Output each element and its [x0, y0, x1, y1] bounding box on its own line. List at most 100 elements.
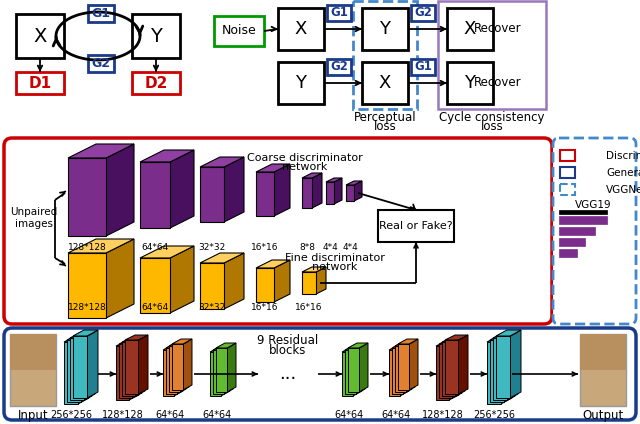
Polygon shape [87, 330, 98, 398]
Bar [278, 62, 324, 104]
Text: 64*64: 64*64 [202, 410, 232, 420]
Text: Fine discriminator: Fine discriminator [285, 253, 385, 263]
Polygon shape [68, 239, 134, 253]
Text: 16*16: 16*16 [252, 243, 279, 253]
Bar [132, 14, 180, 58]
Polygon shape [256, 164, 290, 172]
Text: X: X [295, 20, 307, 38]
Text: loss: loss [481, 120, 504, 134]
Polygon shape [346, 181, 362, 185]
Polygon shape [200, 167, 224, 222]
Polygon shape [326, 182, 334, 204]
Polygon shape [490, 334, 515, 340]
Bar [327, 59, 351, 75]
Polygon shape [122, 342, 135, 396]
Polygon shape [345, 350, 356, 394]
Polygon shape [169, 346, 180, 392]
Text: 4*4: 4*4 [322, 243, 338, 253]
Polygon shape [302, 272, 316, 294]
Text: 16*16: 16*16 [295, 304, 323, 312]
Polygon shape [346, 185, 354, 201]
Polygon shape [487, 336, 512, 342]
Text: G1: G1 [414, 61, 432, 73]
Text: Perceptual: Perceptual [354, 111, 416, 123]
Polygon shape [409, 339, 418, 390]
Polygon shape [166, 348, 177, 394]
Bar [559, 238, 585, 246]
Text: Output: Output [582, 408, 623, 421]
Polygon shape [436, 346, 449, 400]
Polygon shape [67, 334, 92, 340]
Bar [88, 55, 114, 72]
Polygon shape [302, 267, 326, 272]
Text: G1: G1 [92, 7, 111, 20]
Bar [447, 8, 493, 50]
Text: Recover: Recover [474, 22, 522, 36]
Bar [362, 8, 408, 50]
Bar [327, 5, 351, 21]
Text: 128*128: 128*128 [68, 243, 106, 253]
Text: 64*64: 64*64 [141, 243, 168, 253]
Text: 32*32: 32*32 [198, 243, 226, 253]
Polygon shape [449, 341, 459, 400]
Polygon shape [256, 172, 274, 216]
Polygon shape [119, 344, 132, 398]
Polygon shape [138, 335, 148, 394]
Polygon shape [356, 345, 365, 394]
Polygon shape [445, 340, 458, 394]
Polygon shape [169, 341, 189, 346]
Polygon shape [180, 341, 189, 392]
Text: D1: D1 [28, 75, 52, 90]
Bar [580, 334, 626, 370]
Bar [214, 16, 264, 46]
Polygon shape [132, 339, 142, 398]
Polygon shape [221, 347, 230, 396]
Polygon shape [256, 268, 274, 302]
Polygon shape [78, 336, 89, 404]
Polygon shape [135, 337, 145, 396]
Bar [88, 5, 114, 22]
Text: VGGNet: VGGNet [606, 185, 640, 195]
Polygon shape [274, 260, 290, 302]
Polygon shape [510, 330, 521, 398]
Polygon shape [504, 334, 515, 402]
Polygon shape [140, 150, 194, 162]
Polygon shape [125, 335, 148, 340]
Polygon shape [67, 340, 81, 402]
Text: 128*128: 128*128 [422, 410, 464, 420]
Polygon shape [224, 253, 244, 309]
Polygon shape [348, 348, 359, 392]
Polygon shape [73, 330, 98, 336]
Polygon shape [345, 345, 365, 350]
Polygon shape [200, 263, 224, 309]
Polygon shape [302, 173, 322, 178]
Text: 16*16: 16*16 [252, 304, 279, 312]
Text: X: X [379, 74, 391, 92]
Polygon shape [406, 341, 415, 392]
Text: 32*32: 32*32 [198, 304, 226, 312]
Polygon shape [210, 347, 230, 352]
Polygon shape [140, 246, 194, 258]
Polygon shape [106, 144, 134, 236]
Text: Recover: Recover [474, 76, 522, 89]
Polygon shape [490, 340, 504, 402]
Bar [559, 210, 607, 214]
Polygon shape [395, 346, 406, 392]
Text: ...: ... [280, 365, 296, 383]
Polygon shape [140, 162, 170, 228]
Bar [411, 5, 435, 21]
Polygon shape [140, 258, 170, 313]
Text: Y: Y [465, 74, 476, 92]
Polygon shape [445, 335, 468, 340]
Polygon shape [68, 158, 106, 236]
Text: Unpaired
images: Unpaired images [10, 207, 58, 229]
Bar [580, 334, 626, 406]
Text: 64*64: 64*64 [334, 410, 364, 420]
Polygon shape [119, 339, 142, 344]
Polygon shape [342, 347, 362, 352]
Text: VGG19: VGG19 [575, 200, 611, 210]
Text: 256*256: 256*256 [50, 410, 92, 420]
Polygon shape [200, 253, 244, 263]
Polygon shape [174, 345, 183, 396]
Polygon shape [342, 352, 353, 396]
